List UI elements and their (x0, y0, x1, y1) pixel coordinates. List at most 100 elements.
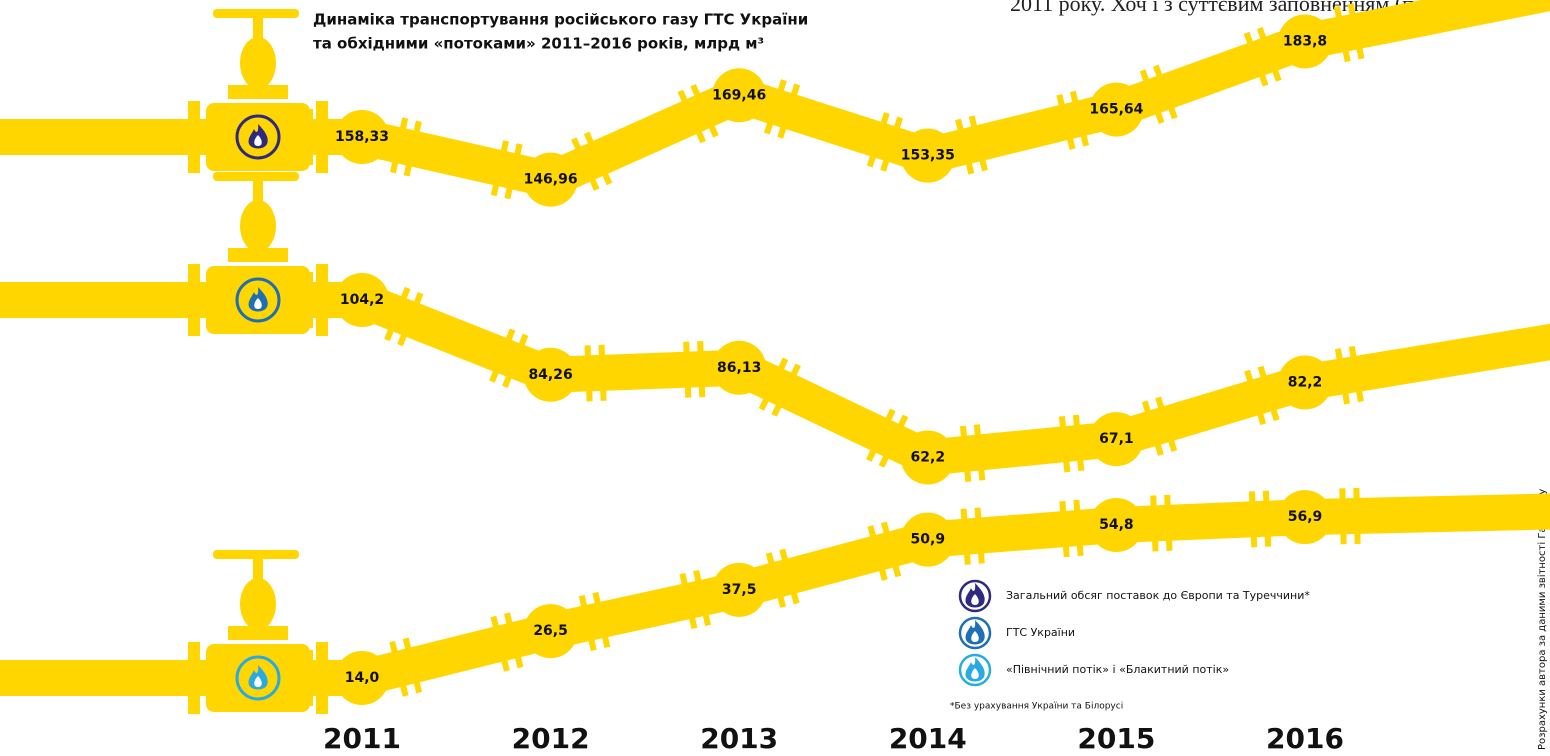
flange (583, 131, 613, 186)
x-tick-label: 2011 (323, 722, 401, 755)
valve-flange (188, 101, 200, 173)
flange (866, 112, 890, 168)
pipe-joint (712, 340, 767, 395)
flange (878, 414, 909, 468)
value-label: 82,2 (1288, 375, 1323, 391)
flange (758, 357, 789, 411)
flange (771, 363, 801, 417)
flange (866, 408, 896, 462)
pipe-joint (1089, 498, 1144, 552)
pipe-joint (1278, 14, 1332, 69)
flange (403, 120, 422, 177)
valve-bonnet (240, 200, 276, 252)
value-label: 50,9 (911, 532, 946, 548)
flange (693, 569, 711, 626)
pipe-line (355, 283, 1311, 476)
flange (1155, 396, 1178, 452)
flange (1058, 416, 1071, 473)
pipe-joint (523, 604, 578, 659)
flame-inner (971, 594, 979, 605)
pipe-joint (900, 128, 955, 183)
pipe-joint (712, 562, 767, 617)
flange (677, 89, 706, 144)
valve-flange (316, 642, 328, 714)
footnote: *Без урахування України та Білорусі (950, 702, 1123, 712)
valve-neck (228, 248, 288, 262)
valve-handle (213, 550, 299, 559)
pipe-joint (1089, 82, 1144, 137)
flange (402, 637, 423, 694)
pipe-joint (523, 347, 578, 402)
flange (955, 118, 975, 175)
x-tick-label: 2015 (1077, 722, 1155, 755)
value-label: 62,2 (911, 450, 946, 466)
legend-label: Загальний обсяг поставок до Європи та Ту… (1006, 589, 1310, 602)
value-label: 158,33 (335, 129, 389, 145)
value-label: 54,8 (1099, 517, 1134, 533)
valve-flange (316, 264, 328, 336)
value-label: 14,0 (345, 670, 380, 686)
flange (959, 425, 972, 482)
flange (584, 345, 593, 402)
flange (973, 424, 986, 481)
value-label: 165,64 (1089, 102, 1143, 118)
x-tick-label: 2012 (512, 722, 590, 755)
flange (1347, 3, 1365, 60)
pipe-joint (335, 651, 389, 705)
pipe-joint (900, 430, 955, 485)
flange (1073, 499, 1084, 557)
flange (1333, 6, 1351, 63)
flange (683, 341, 692, 398)
valve-bonnet (240, 37, 276, 89)
flange (1257, 365, 1280, 422)
value-label: 169,46 (712, 87, 766, 103)
pipe-joint (335, 273, 389, 327)
flange (679, 572, 698, 629)
pipe-joint (712, 68, 767, 123)
value-label: 86,13 (717, 360, 761, 376)
flange (490, 140, 509, 197)
pipeline: 14,0 26,5 37,5 50,9 54,8 56,9 (0, 487, 1550, 714)
valve-stem (253, 15, 263, 43)
pipe-extension (1302, 323, 1550, 401)
pipe-joint (1278, 355, 1332, 410)
flange (1353, 487, 1361, 544)
flange (389, 117, 409, 174)
flange (1069, 90, 1090, 147)
flange (968, 115, 988, 172)
source: Розрахунки автора за даними звітності Га… (1536, 489, 1548, 750)
flange (489, 328, 516, 383)
flange (1334, 348, 1351, 405)
pipe-joint (1089, 412, 1144, 467)
flange (504, 143, 523, 200)
flange (867, 525, 888, 581)
flange (1072, 414, 1085, 471)
flange (697, 341, 706, 398)
flange (1056, 94, 1076, 150)
flange (578, 595, 597, 652)
flange (598, 344, 607, 401)
value-label: 146,96 (524, 172, 578, 188)
value-label: 56,9 (1288, 509, 1323, 525)
flange (1164, 494, 1173, 551)
flame-inner (971, 668, 979, 679)
flange (1139, 69, 1165, 125)
chart-title: Динаміка транспортування російського газ… (313, 11, 808, 29)
flange (1339, 488, 1347, 545)
pipeline: 158,33 146,96 169,46 153,35 165,64 183,8 (0, 0, 1550, 207)
value-label: 104,2 (340, 292, 384, 308)
valve-stem (253, 556, 263, 584)
flange (880, 116, 904, 172)
value-label: 84,26 (528, 367, 572, 383)
value-label: 153,35 (901, 148, 955, 164)
flange (1152, 64, 1178, 120)
valve-flange (188, 264, 200, 336)
flange (1244, 369, 1267, 426)
flame-inner (254, 676, 262, 687)
valve-bonnet (240, 578, 276, 630)
flange (1348, 345, 1364, 403)
flange (1248, 491, 1258, 548)
flange (1262, 490, 1272, 547)
